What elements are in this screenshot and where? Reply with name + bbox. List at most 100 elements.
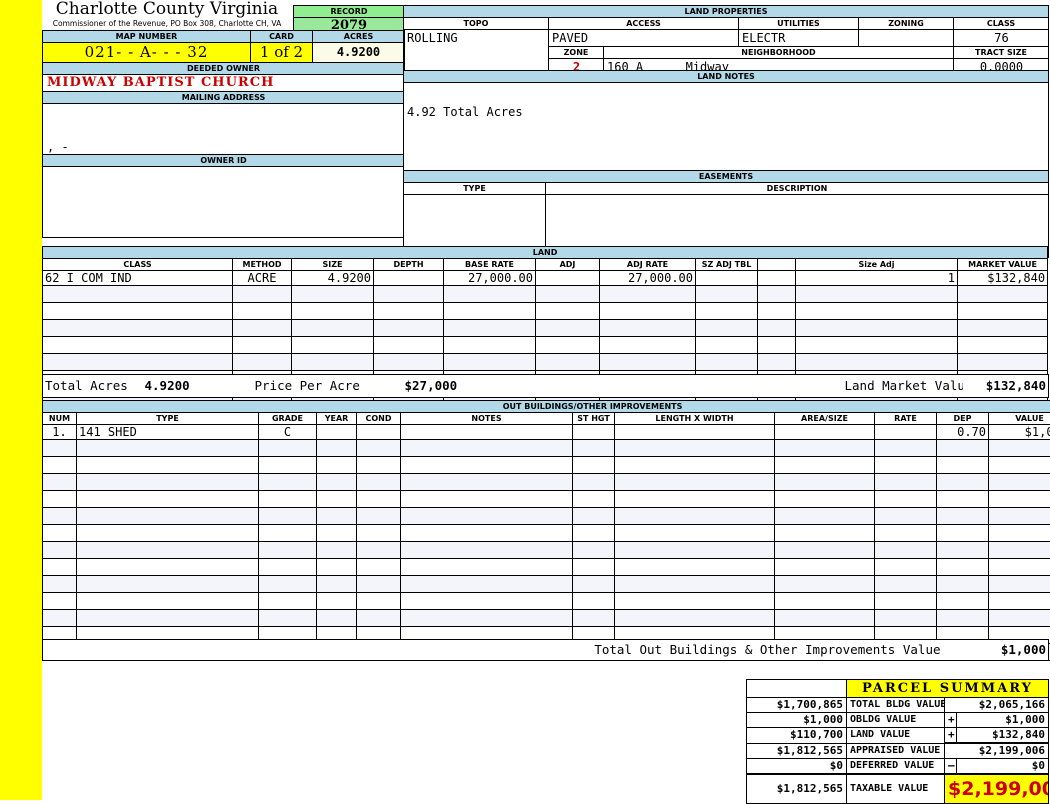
table-row-empty[interactable]	[43, 576, 1050, 593]
land-cell-empty	[958, 354, 1048, 371]
mailing-address-value: , -	[43, 104, 405, 155]
table-row-empty[interactable]	[43, 474, 1050, 491]
out-buildings-table: OUT BUILDINGS/OTHER IMPROVEMENTS NUM TYP…	[42, 400, 1050, 661]
ob-cell-empty	[357, 559, 401, 576]
table-row-empty[interactable]	[43, 593, 1050, 610]
land-cell-empty	[374, 286, 444, 303]
easements-table: EASEMENTS TYPE DESCRIPTION	[403, 170, 1049, 258]
ob-cell-empty	[357, 576, 401, 593]
table-row-empty[interactable]	[43, 491, 1050, 508]
neighborhood-label: NEIGHBORHOOD	[604, 47, 954, 59]
ob-cell-empty	[317, 525, 357, 542]
land-cell-empty	[233, 303, 292, 320]
ob-cell-empty	[775, 576, 875, 593]
summary-prior-value: $1,000	[747, 713, 847, 728]
land-cell-empty	[600, 320, 696, 337]
ob-cell-empty	[989, 508, 1050, 525]
ob-cell-empty	[401, 508, 573, 525]
total-acres-value: 4.9200	[143, 375, 253, 398]
ob-cell-empty	[401, 457, 573, 474]
map-number-value[interactable]: 021- - A- - - 32	[43, 43, 251, 63]
land-cell-empty	[536, 337, 600, 354]
ob-cell-empty	[259, 474, 317, 491]
ob-cell-notes	[401, 425, 573, 440]
ob-cell-empty	[77, 440, 259, 457]
summary-prior-value: $110,700	[747, 728, 847, 744]
table-row-empty[interactable]	[43, 525, 1050, 542]
ob-cell-empty	[573, 576, 615, 593]
table-row-empty[interactable]	[43, 610, 1050, 627]
ob-cell-empty	[357, 440, 401, 457]
ob-cell-empty	[989, 474, 1050, 491]
table-row-empty[interactable]	[43, 440, 1050, 457]
summary-label: DEFERRED VALUE	[847, 759, 945, 775]
parcel-summary-title: PARCEL SUMMARY	[847, 680, 1049, 698]
ob-cell-empty	[43, 440, 77, 457]
land-cell-empty	[958, 337, 1048, 354]
ob-col-dep: DEP	[937, 413, 989, 425]
ob-cell-empty	[401, 593, 573, 610]
land-col-class: CLASS	[43, 259, 233, 271]
summary-prior-value: $1,700,865	[747, 698, 847, 713]
summary-current-value: $0	[957, 759, 1049, 775]
land-cell-empty	[233, 286, 292, 303]
summary-current-value: $2,199,006	[957, 743, 1049, 759]
land-col-size: SIZE	[292, 259, 374, 271]
acres-label: ACRES	[313, 31, 405, 43]
deeded-owner-label: DEEDED OWNER	[43, 63, 405, 75]
land-cell-empty	[43, 320, 233, 337]
land-cell-spacer	[758, 271, 796, 286]
land-cell-empty	[536, 286, 600, 303]
owner-block-filler	[42, 169, 404, 238]
table-row-empty[interactable]	[43, 303, 1048, 320]
ob-cell-empty	[615, 542, 775, 559]
deeded-owner-value: MIDWAY BAPTIST CHURCH	[43, 75, 405, 92]
ob-cell-empty	[43, 457, 77, 474]
land-cell-empty	[796, 303, 958, 320]
ob-cell-empty	[317, 457, 357, 474]
table-row-empty[interactable]	[43, 286, 1048, 303]
ob-cell-empty	[573, 542, 615, 559]
ob-cell-empty	[775, 457, 875, 474]
table-row-empty[interactable]	[43, 559, 1050, 576]
table-row-empty[interactable]	[43, 542, 1050, 559]
ob-cell-empty	[775, 559, 875, 576]
col-utilities: UTILITIES	[739, 18, 859, 30]
table-row-empty[interactable]	[43, 320, 1048, 337]
ob-col-area-size: AREA/SIZE	[775, 413, 875, 425]
col-zoning: ZONING	[859, 18, 954, 30]
table-row-empty[interactable]	[43, 457, 1050, 474]
ob-cell-empty	[77, 474, 259, 491]
land-cell-empty	[796, 337, 958, 354]
ob-cell-empty	[989, 593, 1050, 610]
ob-cell-empty	[775, 440, 875, 457]
ob-cell-empty	[875, 542, 937, 559]
ob-cell-empty	[989, 559, 1050, 576]
ob-cell-dep: 0.70	[937, 425, 989, 440]
land-cell-empty	[536, 320, 600, 337]
ob-cell-empty	[317, 542, 357, 559]
card-value[interactable]: 1 of 2	[251, 43, 313, 63]
table-row-empty[interactable]	[43, 354, 1048, 371]
ob-cell-empty	[401, 610, 573, 627]
ob-cell-empty	[989, 491, 1050, 508]
land-cell-empty	[758, 303, 796, 320]
col-class: CLASS	[954, 18, 1049, 30]
summary-current-value: $132,840	[957, 728, 1049, 744]
land-section-label: LAND	[43, 247, 1048, 259]
table-row-empty[interactable]	[43, 508, 1050, 525]
col-access: ACCESS	[549, 18, 739, 30]
ob-cell-empty	[259, 542, 317, 559]
val-class: 76	[954, 30, 1049, 47]
land-cell-empty	[796, 320, 958, 337]
land-cell-empty	[758, 354, 796, 371]
land-cell-empty	[600, 286, 696, 303]
land-cell-empty	[292, 354, 374, 371]
ob-cell-empty	[357, 542, 401, 559]
ob-cell-empty	[615, 457, 775, 474]
table-row-empty[interactable]	[43, 337, 1048, 354]
